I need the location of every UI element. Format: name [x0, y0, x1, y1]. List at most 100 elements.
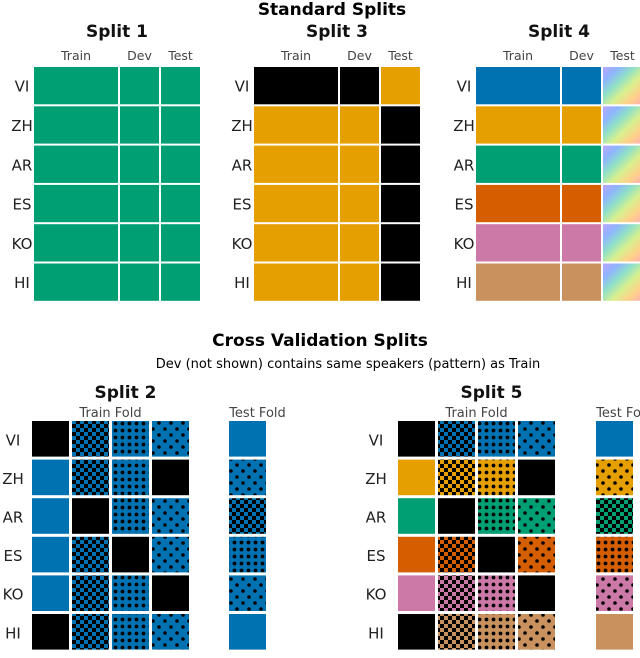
fold-cell — [112, 421, 149, 457]
panel-title: Split 4 — [528, 22, 590, 42]
split-cell — [603, 263, 640, 301]
standard-splits: Split 1 Train Dev Test VI ZH AR ES KO HI Split 3 Tr… — [11, 22, 640, 301]
fold-cell — [112, 614, 149, 650]
fold-cell — [438, 575, 475, 611]
split-cell — [476, 224, 560, 262]
fold-cell — [152, 575, 189, 611]
language-label: VI — [15, 78, 30, 96]
fold-cell — [398, 421, 435, 457]
split-cell — [562, 67, 601, 105]
language-label: VI — [6, 431, 21, 449]
split-cell — [562, 224, 601, 262]
fold-cell — [72, 421, 109, 457]
fold-cell — [478, 498, 515, 534]
split-cell — [34, 224, 118, 262]
split-cell — [254, 263, 338, 301]
fold-cell — [32, 459, 69, 496]
fold-cell — [398, 498, 435, 534]
fold-cell — [518, 614, 555, 650]
language-label: HI — [456, 274, 472, 292]
split-cell — [254, 67, 338, 105]
language-label: ES — [367, 547, 386, 565]
test-fold-cell — [596, 575, 633, 611]
language-label: AR — [454, 156, 475, 174]
split-cell — [562, 106, 601, 144]
split-cell — [340, 145, 379, 183]
fold-cell — [478, 459, 515, 496]
panel-title: Split 5 — [461, 383, 523, 403]
split-cell — [381, 106, 420, 144]
language-label: ZH — [231, 117, 253, 135]
split-cell — [381, 184, 420, 223]
split-cell — [340, 184, 379, 223]
split-cell — [120, 67, 159, 105]
language-label: AR — [12, 156, 33, 174]
language-label: ZH — [453, 117, 475, 135]
fold-cell — [438, 536, 475, 573]
split-cell — [120, 145, 159, 183]
column-header: Train — [502, 48, 533, 63]
fold-cell — [112, 536, 149, 573]
fold-cell — [112, 498, 149, 534]
fold-cell — [398, 614, 435, 650]
split-cell — [476, 263, 560, 301]
split-cell — [161, 145, 200, 183]
language-label: ZH — [11, 117, 33, 135]
fold-cell — [72, 575, 109, 611]
split-cell — [120, 184, 159, 223]
column-header: Train — [280, 48, 311, 63]
fold-cell — [518, 536, 555, 573]
language-label: ES — [233, 196, 252, 214]
test-fold-cell — [229, 498, 266, 534]
split-cell — [603, 145, 640, 183]
standard-panel: Split 1 Train Dev Test VI ZH AR ES KO HI — [11, 22, 200, 301]
fold-cell — [398, 459, 435, 496]
fold-cell — [152, 536, 189, 573]
fold-cell — [112, 459, 149, 496]
panel-title: Split 1 — [86, 22, 148, 42]
fold-cell — [438, 421, 475, 457]
split-cell — [340, 224, 379, 262]
column-header: Test — [609, 48, 635, 63]
language-label: AR — [3, 509, 24, 527]
split-cell — [381, 263, 420, 301]
fold-cell — [438, 459, 475, 496]
language-label: VI — [369, 431, 384, 449]
split-cell — [254, 145, 338, 183]
split-cell — [562, 263, 601, 301]
split-cell — [34, 184, 118, 223]
fold-cell — [32, 536, 69, 573]
standard-panel: Split 3 Train Dev Test VI ZH AR ES KO HI — [231, 22, 420, 301]
split-cell — [161, 224, 200, 262]
split-cell — [476, 184, 560, 223]
test-fold-cell — [229, 614, 266, 650]
split-cell — [603, 106, 640, 144]
test-fold-cell — [596, 498, 633, 534]
fold-cell — [438, 498, 475, 534]
fold-cell — [32, 421, 69, 457]
language-label: AR — [366, 509, 387, 527]
column-header: Test — [387, 48, 413, 63]
split-cell — [381, 224, 420, 262]
split-cell — [562, 184, 601, 223]
split-cell — [120, 106, 159, 144]
split-cell — [254, 184, 338, 223]
fold-cell — [518, 498, 555, 534]
split-cell — [603, 184, 640, 223]
fold-cell — [32, 498, 69, 534]
language-label: ZH — [365, 470, 387, 488]
split-cell — [340, 106, 379, 144]
language-label: KO — [232, 235, 253, 253]
cv-title: Cross Validation Splits — [212, 331, 428, 351]
fold-cell — [72, 614, 109, 650]
split-cell — [34, 263, 118, 301]
split-cell — [34, 67, 118, 105]
panel-title: Split 3 — [306, 22, 368, 42]
language-label: HI — [234, 274, 250, 292]
fold-cell — [518, 459, 555, 496]
column-header: Dev — [347, 48, 372, 63]
split-cell — [476, 145, 560, 183]
cv-panel: Split 5 Train Fold Test Fold VI ZH AR ES KO HI — [365, 383, 640, 650]
fold-cell — [478, 536, 515, 573]
